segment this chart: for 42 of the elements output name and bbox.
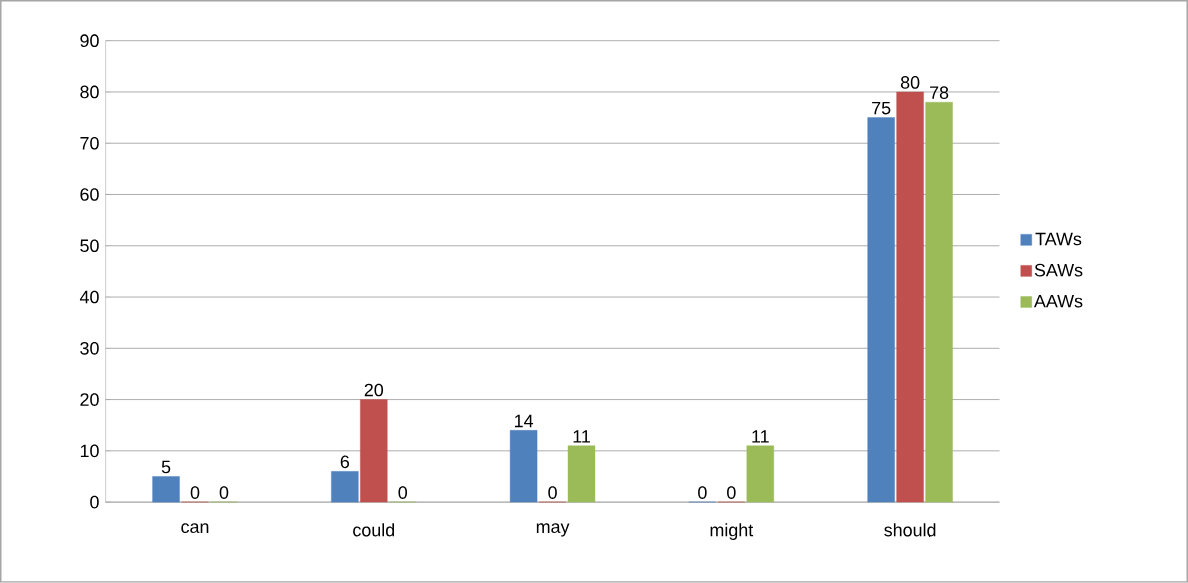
legend-label: TAWs xyxy=(1035,232,1082,246)
data-label: 0 xyxy=(548,486,557,500)
data-label: 11 xyxy=(752,430,769,443)
data-label: 0 xyxy=(727,486,736,500)
x-tick-label: might xyxy=(710,523,754,541)
bar xyxy=(509,430,538,503)
y-tick-label: 80 xyxy=(80,85,99,99)
x-tick-label: may xyxy=(536,523,570,537)
y-tick-label: 30 xyxy=(80,342,99,355)
legend-label: AAWs xyxy=(1033,295,1083,308)
data-label: 75 xyxy=(872,102,891,115)
data-label: 6 xyxy=(340,455,350,469)
legend-label: SAWs xyxy=(1034,263,1083,277)
bar xyxy=(567,445,596,503)
y-tick-label: 0 xyxy=(90,495,99,509)
x-tick-label: can xyxy=(181,523,209,534)
y-tick-label: 20 xyxy=(80,393,99,407)
data-label: 78 xyxy=(930,86,949,100)
x-tick-label: should xyxy=(884,523,936,537)
data-label: 0 xyxy=(698,486,707,500)
x-tick-label: could xyxy=(353,523,395,537)
bar xyxy=(896,91,924,503)
bar xyxy=(331,471,359,503)
bar xyxy=(360,399,388,503)
data-label: 0 xyxy=(219,486,229,500)
bar xyxy=(152,476,180,503)
data-label: 14 xyxy=(515,414,534,428)
data-label: 80 xyxy=(900,76,920,89)
y-tick-label: 60 xyxy=(80,188,99,201)
y-tick-label: 40 xyxy=(79,290,99,304)
data-label: 11 xyxy=(573,430,590,443)
bar xyxy=(746,445,774,503)
y-tick-label: 10 xyxy=(80,444,99,458)
bar xyxy=(925,102,953,503)
y-tick-label: 90 xyxy=(80,34,99,48)
y-tick-label: 70 xyxy=(80,137,99,150)
y-tick-label: 50 xyxy=(80,239,99,253)
data-label: 20 xyxy=(364,383,384,397)
data-label: 5 xyxy=(161,460,171,474)
data-label: 0 xyxy=(190,486,200,500)
data-label: 0 xyxy=(398,486,408,500)
bar xyxy=(867,117,895,503)
